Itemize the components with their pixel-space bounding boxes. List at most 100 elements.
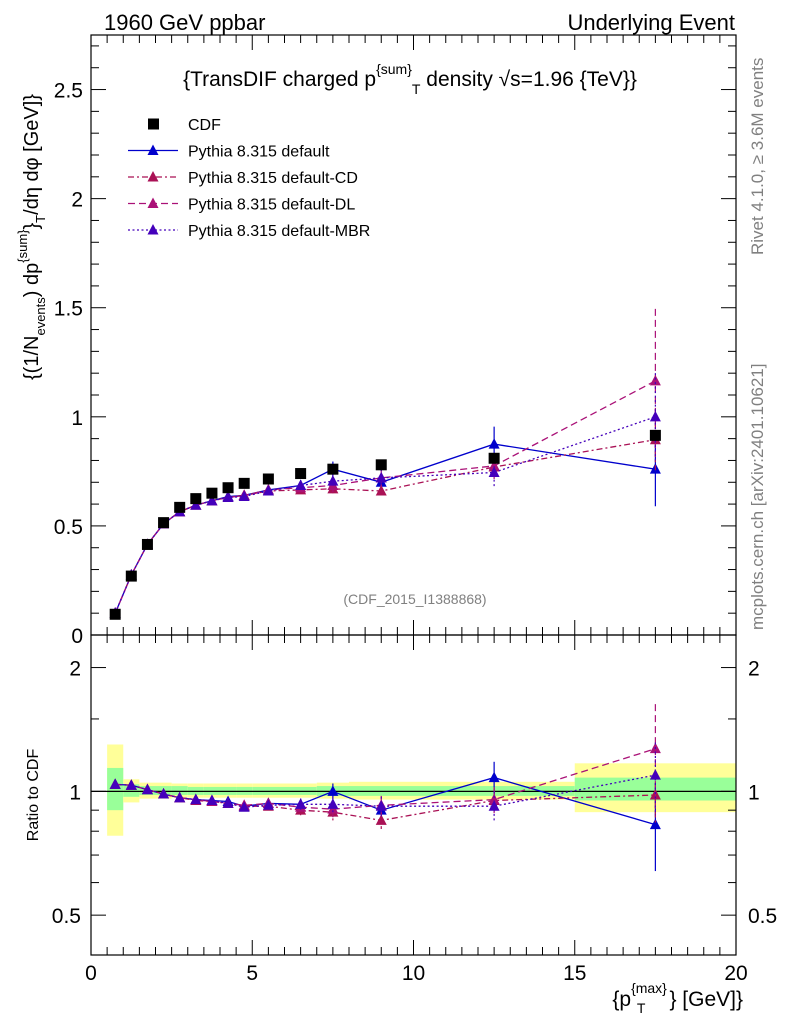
ratio-point bbox=[649, 769, 661, 780]
legend-entry-pythia-8-315-default-cd: Pythia 8.315 default-CD bbox=[128, 170, 358, 187]
ratio-point bbox=[649, 818, 661, 830]
ylabel-b-sup: {sum} bbox=[15, 229, 30, 263]
main-data-point bbox=[190, 493, 202, 505]
legend-marker bbox=[147, 197, 159, 208]
main-data-point bbox=[174, 501, 186, 513]
ratio-point bbox=[158, 788, 170, 799]
ratio-point bbox=[262, 799, 274, 810]
ratio-point bbox=[295, 798, 307, 809]
main-data-point bbox=[158, 517, 170, 529]
ratio-point bbox=[488, 771, 500, 783]
main-point bbox=[238, 490, 250, 501]
ratio-point bbox=[109, 778, 121, 789]
ratio-ytick-label: 1 bbox=[69, 781, 81, 804]
title-sub: T bbox=[412, 81, 421, 97]
main-marks bbox=[109, 308, 661, 620]
ylabel-a-sub: events bbox=[33, 297, 48, 336]
main-point bbox=[375, 471, 387, 483]
ratio-ytick-label: 2 bbox=[69, 658, 81, 681]
ratio-point bbox=[141, 783, 153, 795]
ratio-point bbox=[327, 785, 339, 796]
ratio-ylabel: Ratio to CDF bbox=[25, 749, 42, 842]
main-point bbox=[649, 410, 661, 422]
ratio-series-pythia-8-315-default-mbr bbox=[109, 742, 661, 823]
main-ytick-label: 1.5 bbox=[54, 298, 83, 321]
main-line-pythia-8-315-default-dl bbox=[114, 380, 656, 614]
main-point bbox=[375, 485, 387, 496]
ratio-point bbox=[190, 793, 202, 805]
main-data-point bbox=[649, 429, 661, 441]
ratio-point bbox=[222, 797, 234, 808]
ratio-xtick-label: 15 bbox=[563, 962, 586, 985]
rivet-label: Rivet 4.1.0, ≥ 3.6M events bbox=[748, 58, 767, 255]
ylabel-a: {(1/N bbox=[21, 336, 43, 380]
band-inner bbox=[171, 786, 188, 795]
ratio-ytick-label-right: 0.5 bbox=[748, 905, 777, 928]
ratio-xticks: 0 5 10 15 20 bbox=[85, 635, 748, 985]
header-right: Underlying Event bbox=[567, 10, 735, 35]
ratio-bands bbox=[91, 744, 736, 836]
ratio-line-pythia-8-315-default-mbr bbox=[115, 774, 656, 808]
legend-entry-pythia-8-315-default: Pythia 8.315 default bbox=[128, 144, 330, 161]
main-data-point bbox=[109, 608, 121, 620]
xlabel-pre: {p bbox=[612, 988, 631, 1011]
main-ytick-label: 2.5 bbox=[54, 80, 83, 103]
main-data-point bbox=[238, 477, 250, 489]
main-data-point bbox=[262, 473, 274, 485]
legend-entry-pythia-8-315-default-mbr: Pythia 8.315 default-MBR bbox=[128, 223, 370, 240]
ratio-point bbox=[206, 794, 218, 806]
main-ytick-label: 2 bbox=[71, 189, 83, 212]
legend-label: Pythia 8.315 default bbox=[188, 144, 330, 161]
title-pre: {TransDIF charged p bbox=[183, 68, 376, 91]
legend-label: CDF bbox=[188, 117, 221, 134]
legend-marker bbox=[147, 144, 159, 155]
ratio-ytick-label-right: 2 bbox=[748, 658, 760, 681]
ylabel-c-sub: T bbox=[33, 215, 48, 223]
main-ylabel: {(1/Nevents) dp{sum}}T/dη dφ [GeV]} bbox=[15, 94, 48, 380]
main-xticks bbox=[90, 35, 737, 635]
legend-marker bbox=[147, 224, 159, 235]
watermark: (CDF_2015_I1388868) bbox=[343, 591, 486, 607]
main-series-pythia-8-315-default bbox=[109, 426, 661, 618]
main-data-point bbox=[141, 538, 153, 550]
main-point bbox=[262, 485, 274, 496]
ratio-xtick-label: 5 bbox=[246, 962, 258, 985]
main-point bbox=[206, 494, 218, 506]
title-post: density √s=1.96 {TeV}} bbox=[420, 68, 636, 91]
ratio-point bbox=[327, 798, 339, 809]
legend-label: Pythia 8.315 default-DL bbox=[188, 197, 355, 214]
ratio-point bbox=[125, 779, 137, 790]
main-line-pythia-8-315-default-mbr bbox=[114, 416, 656, 614]
ratio-ytick-label-right: 1 bbox=[748, 781, 760, 804]
title-sup: {sum} bbox=[376, 61, 412, 77]
main-point bbox=[488, 438, 500, 449]
legend-marker bbox=[148, 118, 159, 130]
ratio-xtick-label: 10 bbox=[402, 962, 425, 985]
ylabel-b: ) dp bbox=[21, 263, 43, 297]
main-point bbox=[649, 374, 661, 386]
main-data-point bbox=[488, 452, 500, 464]
ratio-yticks: 0.5 0.5 1 1 2 2 bbox=[52, 658, 777, 929]
ylabel-c: } bbox=[21, 223, 43, 230]
main-plot: 00.511.522.5 {TransDIF charged p{sum}T d… bbox=[15, 34, 737, 648]
main-yticks: 0 0.5 1 1.5 2 2.5 bbox=[54, 45, 736, 648]
main-point bbox=[295, 479, 307, 491]
main-data-point bbox=[206, 487, 218, 499]
main-ytick-label: 1 bbox=[71, 407, 83, 430]
ratio-plot: 0.5 0.5 1 1 2 2 0 5 10 15 20 Ratio to CDF {p{max}… bbox=[25, 634, 777, 1016]
legend-label: Pythia 8.315 default-MBR bbox=[188, 223, 370, 240]
main-ytick-label: 0.5 bbox=[54, 516, 83, 539]
main-point bbox=[327, 475, 339, 486]
legend-entry-cdf: CDF bbox=[148, 117, 221, 134]
xlabel-sub: T bbox=[637, 1000, 646, 1016]
main-point bbox=[190, 499, 202, 510]
main-series-cdf bbox=[109, 429, 661, 620]
main-data-point bbox=[125, 570, 137, 582]
ratio-point bbox=[375, 800, 387, 811]
mcplots-label: mcplots.cern.ch [arXiv:2401.10621] bbox=[748, 364, 767, 630]
xlabel-sup: {max} bbox=[631, 980, 667, 996]
main-ytick-label: 0 bbox=[71, 625, 83, 648]
main-data-point bbox=[375, 459, 387, 471]
main-data-point bbox=[222, 482, 234, 494]
